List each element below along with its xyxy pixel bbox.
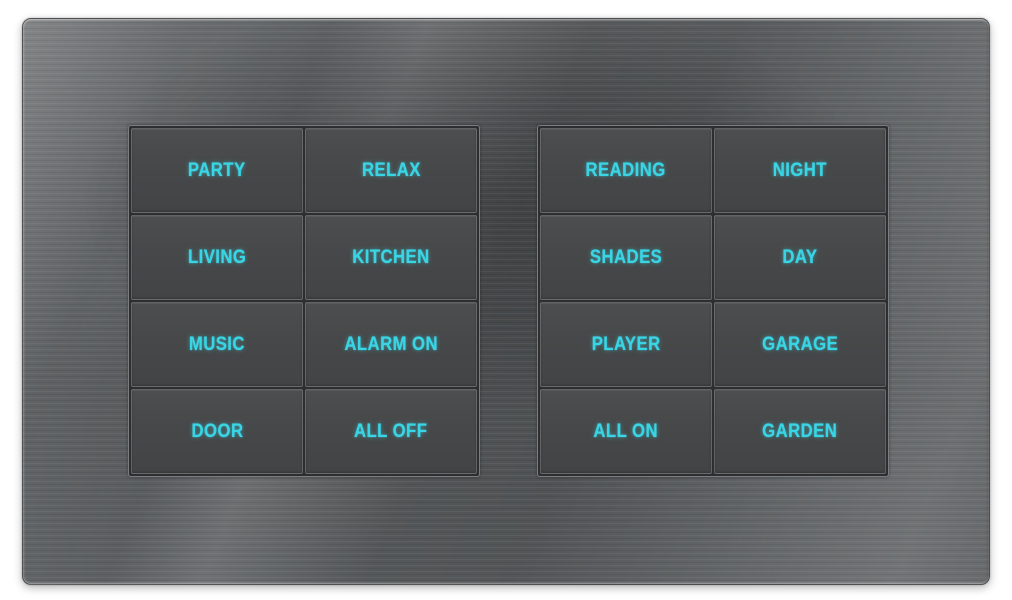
button-all-off[interactable]: ALL OFF	[305, 389, 477, 474]
button-all-on[interactable]: ALL ON	[540, 389, 712, 474]
button-garden[interactable]: GARDEN	[714, 389, 886, 474]
keypad-plate: PARTY RELAX LIVING KITCHEN MUSIC ALARM O…	[22, 18, 990, 585]
button-living[interactable]: LIVING	[131, 215, 303, 300]
button-party-label: PARTY	[188, 159, 246, 181]
button-night[interactable]: NIGHT	[714, 128, 886, 213]
button-reading-label: READING	[585, 159, 667, 181]
button-day-label: DAY	[782, 246, 818, 268]
button-reading[interactable]: READING	[540, 128, 712, 213]
keypad-group-right: READING NIGHT SHADES DAY PLAYER GARAGE A…	[537, 125, 889, 477]
button-party[interactable]: PARTY	[131, 128, 303, 213]
button-relax-label: RELAX	[361, 159, 421, 181]
button-garden-label: GARDEN	[762, 420, 838, 442]
button-kitchen[interactable]: KITCHEN	[305, 215, 477, 300]
button-player-label: PLAYER	[591, 333, 661, 355]
button-day[interactable]: DAY	[714, 215, 886, 300]
button-living-label: LIVING	[187, 246, 247, 268]
button-music-label: MUSIC	[188, 333, 246, 355]
button-all-on-label: ALL ON	[593, 420, 659, 442]
button-all-off-label: ALL OFF	[354, 420, 428, 442]
button-alarm-on-label: ALARM ON	[344, 333, 438, 355]
button-relax[interactable]: RELAX	[305, 128, 477, 213]
button-player[interactable]: PLAYER	[540, 302, 712, 387]
keypad-group-left: PARTY RELAX LIVING KITCHEN MUSIC ALARM O…	[128, 125, 480, 477]
button-shades[interactable]: SHADES	[540, 215, 712, 300]
button-garage-label: GARAGE	[761, 333, 839, 355]
button-shades-label: SHADES	[589, 246, 663, 268]
button-garage[interactable]: GARAGE	[714, 302, 886, 387]
button-night-label: NIGHT	[772, 159, 828, 181]
button-door[interactable]: DOOR	[131, 389, 303, 474]
button-alarm-on[interactable]: ALARM ON	[305, 302, 477, 387]
button-music[interactable]: MUSIC	[131, 302, 303, 387]
button-kitchen-label: KITCHEN	[352, 246, 430, 268]
button-door-label: DOOR	[191, 420, 243, 442]
